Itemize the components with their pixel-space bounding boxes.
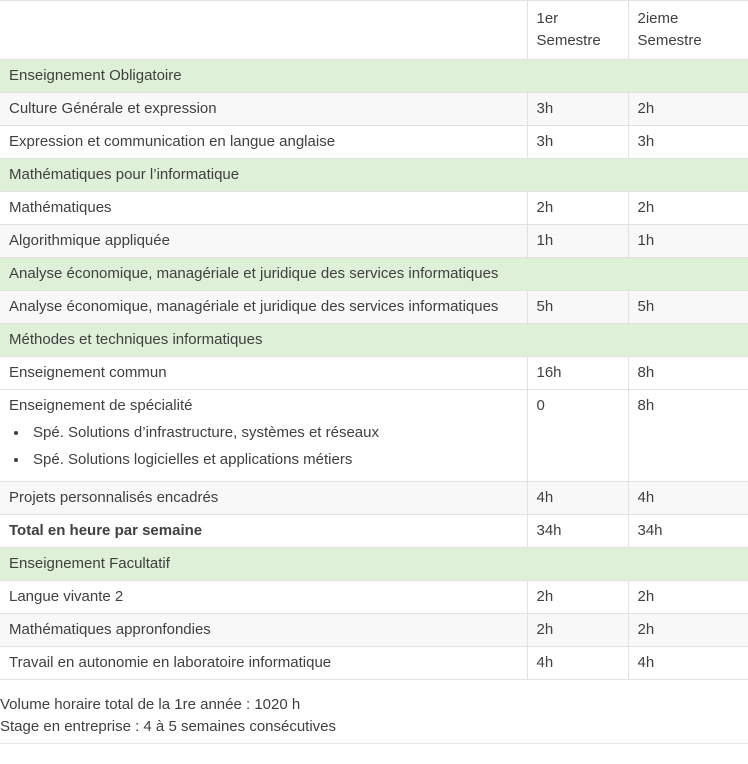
specialite-bullet-list: Spé. Solutions d’infrastructure, système… — [9, 422, 518, 471]
row-enseignement-specialite: Enseignement de spécialité Spé. Solution… — [0, 389, 748, 482]
semester1-value: 3h — [526, 92, 628, 126]
course-label-cell: Enseignement de spécialité Spé. Solution… — [0, 389, 527, 482]
semester1-value: 5h — [526, 290, 628, 324]
curriculum-page: 1er Semestre 2ieme Semestre Enseignement… — [0, 0, 748, 744]
semester1-value: 3h — [526, 125, 628, 159]
header-row: 1er Semestre 2ieme Semestre — [0, 0, 748, 60]
section-row-enseignement-facultatif: Enseignement Facultatif — [0, 547, 748, 581]
row-total-heures: Total en heure par semaine 34h 34h — [0, 514, 748, 548]
semester1-value: 2h — [526, 613, 628, 647]
section-label: Méthodes et techniques informatiques — [0, 323, 748, 357]
footer-notes: Volume horaire total de la 1re année : 1… — [0, 694, 748, 738]
section-label: Enseignement Obligatoire — [0, 59, 748, 93]
semester2-value: 2h — [627, 613, 748, 647]
course-label: Analyse économique, managériale et jurid… — [0, 290, 527, 324]
semester1-value: 1h — [526, 224, 628, 258]
course-label: Culture Générale et expression — [0, 92, 527, 126]
semester2-value: 2h — [627, 580, 748, 614]
curriculum-table: 1er Semestre 2ieme Semestre Enseignement… — [0, 0, 748, 680]
semester2-value: 1h — [627, 224, 748, 258]
course-label: Expression et communication en langue an… — [0, 125, 527, 159]
footer-stage-entreprise: Stage en entreprise : 4 à 5 semaines con… — [0, 718, 337, 735]
section-label: Analyse économique, managériale et jurid… — [0, 257, 748, 291]
semester1-value: 2h — [526, 191, 628, 225]
course-label: Langue vivante 2 — [0, 580, 527, 614]
row-culture-generale: Culture Générale et expression 3h 2h — [0, 92, 748, 126]
section-row-enseignement-obligatoire: Enseignement Obligatoire — [0, 59, 748, 93]
semester2-value: 5h — [627, 290, 748, 324]
row-langue-vivante: Langue vivante 2 2h 2h — [0, 580, 748, 614]
row-expression-anglaise: Expression et communication en langue an… — [0, 125, 748, 159]
semester2-total: 34h — [627, 514, 748, 548]
semester2-value: 8h — [627, 389, 748, 482]
section-label: Mathématiques pour l’informatique — [0, 158, 748, 192]
row-travail-autonomie: Travail en autonomie en laboratoire info… — [0, 646, 748, 680]
semester1-value: 16h — [526, 356, 628, 390]
semester1-value: 0 — [526, 389, 628, 482]
row-mathematiques-appronfondies: Mathématiques appronfondies 2h 2h — [0, 613, 748, 647]
course-label: Mathématiques appronfondies — [0, 613, 527, 647]
row-mathematiques: Mathématiques 2h 2h — [0, 191, 748, 225]
row-enseignement-commun: Enseignement commun 16h 8h — [0, 356, 748, 390]
course-label: Enseignement de spécialité — [9, 397, 193, 414]
bottom-divider — [0, 743, 748, 744]
section-row-analyse-economique: Analyse économique, managériale et jurid… — [0, 257, 748, 291]
semester2-value: 2h — [627, 92, 748, 126]
semester2-value: 4h — [627, 646, 748, 680]
specialite-bullet-infrastructure: Spé. Solutions d’infrastructure, système… — [29, 422, 518, 444]
semester1-value: 2h — [526, 580, 628, 614]
semester2-value: 8h — [627, 356, 748, 390]
section-row-mathematiques-informatique: Mathématiques pour l’informatique — [0, 158, 748, 192]
course-label: Projets personnalisés encadrés — [0, 481, 527, 515]
header-semester-2: 2ieme Semestre — [627, 0, 748, 60]
course-label: Travail en autonomie en laboratoire info… — [0, 646, 527, 680]
header-semester-1: 1er Semestre — [526, 0, 628, 60]
semester1-value: 4h — [526, 646, 628, 680]
course-label: Algorithmique appliquée — [0, 224, 527, 258]
footer-volume-horaire: Volume horaire total de la 1re année : 1… — [0, 696, 301, 713]
course-label: Enseignement commun — [0, 356, 527, 390]
semester1-value: 4h — [526, 481, 628, 515]
header-subject-cell — [0, 0, 527, 60]
total-label: Total en heure par semaine — [0, 514, 527, 548]
specialite-bullet-logicielles: Spé. Solutions logicielles et applicatio… — [29, 449, 518, 471]
row-projets-personnalises: Projets personnalisés encadrés 4h 4h — [0, 481, 748, 515]
course-label: Mathématiques — [0, 191, 527, 225]
semester1-total: 34h — [526, 514, 628, 548]
section-label: Enseignement Facultatif — [0, 547, 748, 581]
row-algorithmique: Algorithmique appliquée 1h 1h — [0, 224, 748, 258]
row-analyse-economique: Analyse économique, managériale et jurid… — [0, 290, 748, 324]
section-row-methodes-techniques: Méthodes et techniques informatiques — [0, 323, 748, 357]
semester2-value: 3h — [627, 125, 748, 159]
semester2-value: 2h — [627, 191, 748, 225]
semester2-value: 4h — [627, 481, 748, 515]
